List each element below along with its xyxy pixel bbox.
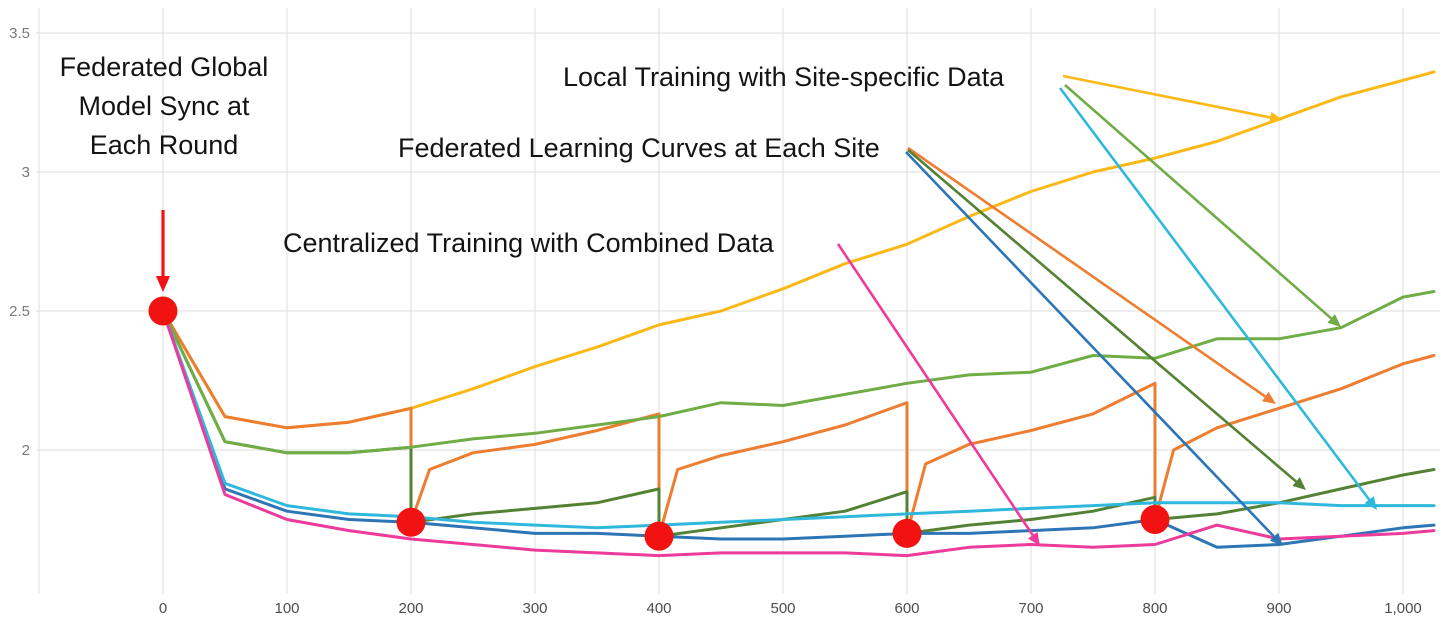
x-tick-label: 900 xyxy=(1266,600,1291,617)
y-tick-label: 2.5 xyxy=(9,303,30,320)
series-local-site-2 xyxy=(161,290,1436,455)
x-tick-label: 0 xyxy=(159,600,167,617)
sync-round-dot xyxy=(644,521,674,551)
annotation-arrowhead xyxy=(1364,496,1377,510)
annotation-arrowhead xyxy=(1262,391,1276,404)
annotation-centralized-training: Centralized Training with Combined Data xyxy=(283,228,774,258)
annotation-arrowhead xyxy=(1269,532,1283,546)
annotation-arrow-line xyxy=(1058,87,1371,501)
x-tick-label: 700 xyxy=(1018,600,1043,617)
x-tick-label: 100 xyxy=(274,600,299,617)
series-centralized xyxy=(161,309,1436,558)
y-tick-label: 3.5 xyxy=(9,25,30,42)
x-tick-label: 200 xyxy=(398,600,423,617)
annotation-arrow-line xyxy=(905,151,1275,538)
annotation-arrowhead xyxy=(1327,314,1341,327)
annotation-local-training: Local Training with Site-specific Data xyxy=(563,62,1005,92)
annotation-arrowhead xyxy=(1028,532,1040,546)
sync-round-dot xyxy=(148,296,178,326)
x-tick-label: 500 xyxy=(770,600,795,617)
annotation-arrowhead xyxy=(155,276,171,292)
x-tick-label: 400 xyxy=(646,600,671,617)
sync-round-dot xyxy=(396,507,426,537)
annotation-arrow-line xyxy=(836,243,1034,536)
x-tick-label: 1,000 xyxy=(1384,600,1422,617)
annotation-arrowhead xyxy=(1269,111,1283,124)
annotation-arrowhead xyxy=(1292,477,1306,490)
annotation-federated-curves: Federated Learning Curves at Each Site xyxy=(398,133,880,163)
sync-round-dot xyxy=(892,518,922,548)
annotation-arrow-line xyxy=(1062,74,1271,119)
x-tick-label: 800 xyxy=(1142,600,1167,617)
y-tick-label: 2 xyxy=(22,442,30,459)
series-federated-site-3 xyxy=(161,309,1436,549)
y-tick-label: 3 xyxy=(22,164,30,181)
annotation-arrow-line xyxy=(1064,84,1333,320)
series-local-site-3 xyxy=(161,309,1436,530)
series-federated-site-2 xyxy=(161,309,1436,538)
annotation-federated-sync: Federated Global Model Sync at Each Roun… xyxy=(59,52,269,161)
annotation-arrow-line xyxy=(907,146,1267,398)
sync-round-dot xyxy=(1140,505,1170,534)
x-tick-label: 300 xyxy=(522,600,547,617)
x-tick-label: 600 xyxy=(894,600,919,617)
annotation-arrow-line xyxy=(907,149,1297,483)
